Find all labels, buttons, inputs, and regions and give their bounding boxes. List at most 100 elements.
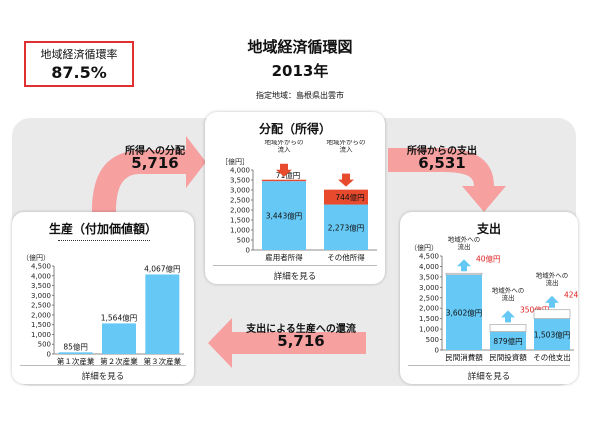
expenditure-outflow-label: 地域外への流出: [448, 236, 481, 251]
distribution-ytick-label: 500: [237, 237, 250, 245]
production-detail-divider: [20, 365, 186, 366]
distribution-ytick-label: 2,500: [230, 197, 250, 205]
expenditure-outflow-value: 424億円: [564, 290, 578, 300]
expenditure-panel: 支出 （億円） 0 500 1,000 1,500 2,000 2,500 3,000 3,50…: [400, 212, 578, 384]
expenditure-outflow-segment: [445, 272, 483, 276]
distribution-ytick-label: 0: [246, 247, 250, 255]
expenditure-detail-link[interactable]: 詳細を見る: [467, 372, 511, 382]
expenditure-outflow-value: 40億円: [476, 253, 501, 263]
arrow-to-distribution-icon: [92, 136, 206, 212]
distribution-bar: [324, 204, 368, 250]
distribution-category-label: その他所得: [327, 252, 365, 262]
expenditure-value-label: 3,602億円: [446, 307, 482, 317]
expenditure-outflow-label: 地域外への流出: [492, 285, 525, 302]
production-ytick-label: 4,000: [31, 272, 51, 280]
distribution-inflow-value: 71億円: [276, 170, 301, 180]
expenditure-ytick-label: 1,500: [419, 315, 439, 323]
expenditure-outflow-arrow-icon: [457, 259, 471, 272]
region-label: 指定地域：島根県出雲市: [256, 91, 344, 100]
circulation-rate-label: 地域経済循環率: [40, 48, 118, 61]
expenditure-unit-label: （億円）: [410, 243, 438, 252]
distribution-unit-label: ［億円］: [221, 157, 249, 166]
expenditure-bar: [490, 331, 526, 350]
expenditure-outflow-segment: [533, 309, 571, 319]
expenditure-category-label: その他支出: [533, 352, 571, 362]
production-ytick-label: 2,000: [31, 311, 51, 319]
distribution-ytick-label: 3,000: [230, 187, 250, 195]
distribution-ytick-label: 1,000: [230, 227, 250, 235]
distribution-inflow-value: 744億円: [335, 192, 364, 202]
expenditure-ytick-label: 2,500: [419, 294, 439, 302]
production-value-label: 1,564億円: [101, 312, 137, 322]
flow-to-distribution-label: 所得への分配: [125, 146, 185, 157]
distribution-value-label: 3,443億円: [266, 211, 302, 221]
page-year: 2013年: [271, 62, 329, 80]
distribution-ytick-label: 1,500: [230, 217, 250, 225]
expenditure-ytick-label: 1,000: [419, 326, 439, 334]
production-bar: [58, 352, 93, 354]
expenditure-outflow-value: 350億円: [520, 304, 549, 314]
production-panel: 生産（付加価値額） （億円） 0 500 1,000 1,500 2,000 2,500 3,…: [12, 212, 194, 384]
distribution-category-label: 雇用者所得: [265, 252, 303, 262]
distribution-chart: ［億円］ 0 500 1,000 1,500 2,000 2,500 3,000 3,500 4,…: [221, 140, 377, 262]
production-bar: [145, 274, 180, 354]
flow-to-production-value: 5,716: [277, 332, 325, 350]
distribution-ytick-label: 3,500: [230, 177, 250, 185]
production-ytick-label: 3,000: [31, 292, 51, 300]
production-value-label: 85億円: [63, 341, 88, 351]
expenditure-ytick-label: 4,500: [419, 253, 439, 261]
arrow-to-production-icon: [208, 318, 366, 368]
production-ytick-label: 3,500: [31, 282, 51, 290]
distribution-ytick-label: 4,000: [230, 167, 250, 175]
production-bar: [102, 323, 136, 354]
expenditure-ytick-label: 3,000: [419, 284, 439, 292]
expenditure-category-label: 民間投資額: [489, 352, 527, 362]
expenditure-category-label: 民間消費額: [445, 352, 483, 362]
production-detail-link[interactable]: 詳細を見る: [81, 372, 125, 382]
production-ytick-label: 500: [38, 341, 51, 349]
distribution-inflow-segment: [262, 179, 306, 182]
production-ytick-label: 2,500: [31, 302, 51, 310]
expenditure-bar: [446, 274, 482, 350]
distribution-detail-divider: [213, 265, 377, 266]
distribution-panel: 分配（所得） ［億円］ 0 500 1,000 1,500 2,000 2,500 3,000…: [205, 112, 385, 284]
expenditure-bar: [534, 318, 570, 350]
production-ytick-label: 0: [47, 351, 51, 359]
flow-from-income-label: 所得からの支出: [407, 146, 477, 157]
expenditure-ytick-label: 500: [426, 336, 439, 344]
production-ytick-label: 1,000: [31, 331, 51, 339]
expenditure-ytick-label: 0: [435, 347, 439, 355]
expenditure-value-label: 879億円: [493, 336, 522, 346]
expenditure-outflow-arrow-icon: [545, 295, 559, 308]
expenditure-outflow-segment: [489, 324, 527, 332]
flow-to-distribution-value: 5,716: [131, 154, 179, 172]
page-title: 地域経済循環図: [247, 38, 353, 56]
production-panel-title: 生産（付加価値額）: [48, 222, 157, 236]
expenditure-panel-title: 支出: [476, 222, 501, 236]
production-title-underline: [58, 240, 150, 241]
expenditure-detail-divider: [408, 365, 570, 366]
production-category-label: 第１次産業: [57, 356, 95, 366]
flow-from-income-value: 6,531: [418, 154, 466, 172]
arrow-to-expenditure-icon: [388, 148, 506, 212]
expenditure-ytick-label: 4,000: [419, 263, 439, 271]
production-ytick-label: 4,500: [31, 263, 51, 271]
production-unit-label: （億円）: [22, 253, 50, 262]
flow-to-production-label: 支出による生産への還流: [246, 324, 356, 335]
distribution-bar: [262, 181, 306, 250]
distribution-detail-link[interactable]: 詳細を見る: [273, 272, 317, 282]
expenditure-ytick-label: 3,500: [419, 273, 439, 281]
distribution-panel-title: 分配（所得）: [258, 122, 331, 136]
expenditure-chart: （億円） 0 500 1,000 1,500 2,000 2,500 3,000 3,500 4,…: [410, 236, 578, 362]
production-category-label: 第２次産業: [100, 356, 138, 366]
distribution-value-label: 2,273億円: [328, 222, 364, 232]
distribution-inflow-label: 地域外からの流入: [327, 140, 366, 154]
distribution-inflow-arrow-icon: [338, 173, 354, 187]
expenditure-outflow-arrow-icon: [501, 310, 515, 323]
distribution-inflow-segment: [324, 189, 368, 205]
production-ytick-label: 1,500: [31, 321, 51, 329]
expenditure-outflow-label: 地域外への流出: [536, 271, 569, 288]
distribution-inflow-arrow-icon: [276, 163, 292, 177]
